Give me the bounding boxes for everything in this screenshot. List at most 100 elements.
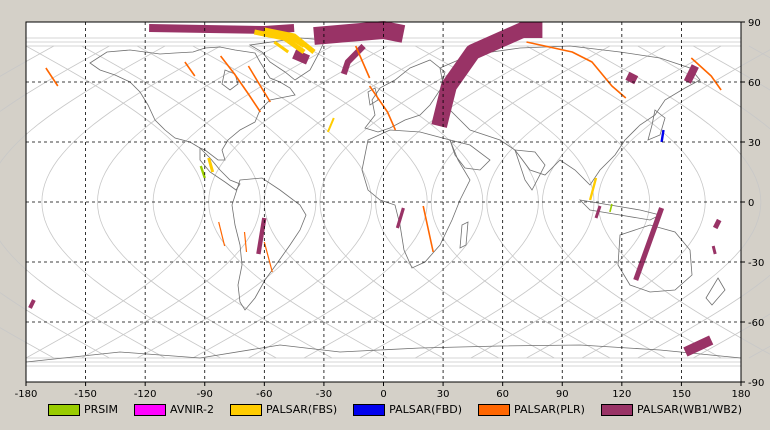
coastline-australia [617,224,693,293]
legend-swatch [134,403,166,416]
swath-wb [256,217,267,255]
legend-item-wb: PALSAR(WB1/WB2) [600,403,743,416]
legend-label: PRSIM [84,403,118,416]
swath-wb [712,218,722,230]
swath-wb [431,22,543,128]
legend-swatch [478,403,511,416]
y-tick-label: 0 [748,198,754,209]
coastline-madagascar [459,221,469,249]
coastline-india [514,149,546,191]
swath-plr [45,67,59,87]
orbit-track [0,45,166,359]
orbit-track [192,45,373,359]
coastline-antarctica [25,344,742,363]
swath-plr [368,85,397,131]
swath-fbs [207,157,215,173]
x-tick-label: -180 [15,389,38,400]
coastline-arabia [449,139,491,171]
orbit-track [319,45,499,359]
x-tick-label: -150 [74,389,97,400]
swath-wb [683,64,699,84]
swath-plr [263,241,273,273]
y-tick-label: -60 [748,318,764,329]
legend-label: PALSAR(FBS) [265,403,338,416]
swath-wb [625,71,639,85]
orbit-track [637,45,770,359]
y-tick-label: 30 [748,138,761,149]
legend-item-fbd: PALSAR(FBD) [353,403,462,416]
y-tick-label: 60 [748,78,761,89]
legend-item-plr: PALSAR(PLR) [478,403,585,416]
swath-plr [526,41,627,99]
swath-wb [594,205,602,219]
swath-wb [28,299,36,309]
swath-plr [690,57,722,91]
swath-plr [354,45,371,79]
orbit-track [486,45,666,359]
legend-swatch [600,403,633,416]
swath-wb [395,207,405,229]
coastline-japan [647,109,666,141]
swath-fbs [263,27,316,54]
swath-fbs [287,34,306,48]
legend-label: PALSAR(PLR) [514,403,585,416]
legend-swatch [48,403,80,416]
swath-wb [633,207,665,281]
coastline-layer [25,37,742,363]
x-tick-label: -90 [197,389,213,400]
grid-layer [26,22,741,382]
swath-prism [199,165,206,179]
orbit-track [41,45,221,359]
legend-item-avnir: AVNIR-2 [134,403,214,416]
legend-swatch [353,403,386,416]
orbit-track [581,45,762,359]
x-tick-label: 150 [672,389,691,400]
swath-wb [711,245,717,255]
orbit-track [248,45,428,359]
orbit-track [470,45,651,359]
legend-label: PALSAR(WB1/WB2) [636,403,743,416]
swath-plr [243,231,248,253]
legend-label: AVNIR-2 [170,403,214,416]
swath-fbd [660,129,665,143]
x-tick-label: -120 [134,389,157,400]
tick-layer: -180 -150 -120 -90 -60 -30 0 30 60 90 120 150 180 90 6… [15,18,765,400]
orbit-track [430,45,611,359]
orbit-track [0,45,110,359]
x-tick-label: 180 [731,389,750,400]
swath-plr [422,205,434,253]
coastline-north-america [89,46,296,161]
x-tick-label: 120 [612,389,631,400]
legend: PRSIM AVNIR-2 PALSAR(FBS) PALSAR(FBD) PALSAR… [48,403,758,416]
coastline-indonesia [578,199,662,221]
y-tick-label: 90 [748,18,761,29]
y-tick-label: -90 [748,378,764,389]
x-tick-label: -30 [316,389,332,400]
swath-wb [683,335,714,357]
coastline-greenland [248,37,326,81]
swath-plr [247,65,271,103]
legend-swatch [229,403,262,416]
swath-wb [292,49,310,65]
coastline-new-zealand [705,277,726,306]
legend-item-fbs: PALSAR(FBS) [229,403,338,416]
x-tick-label: 0 [380,389,386,400]
legend-item-prism: PRSIM [48,403,118,416]
coastline-europe [364,59,446,133]
orbit-track [97,45,277,359]
swath-plr [218,221,226,247]
swath-fbs [326,117,335,133]
y-tick-label: -30 [748,258,764,269]
x-tick-label: 90 [556,389,569,400]
coastline-asia [439,45,701,186]
swath-fbs [588,177,598,201]
x-tick-label: -60 [256,389,272,400]
swath-plr [184,61,196,77]
swath-prism [609,203,613,213]
swath-fbs [273,40,290,54]
swath-plr [219,55,262,113]
coastline-africa [361,129,471,269]
x-tick-label: 30 [437,389,450,400]
legend-label: PALSAR(FBD) [389,403,463,416]
